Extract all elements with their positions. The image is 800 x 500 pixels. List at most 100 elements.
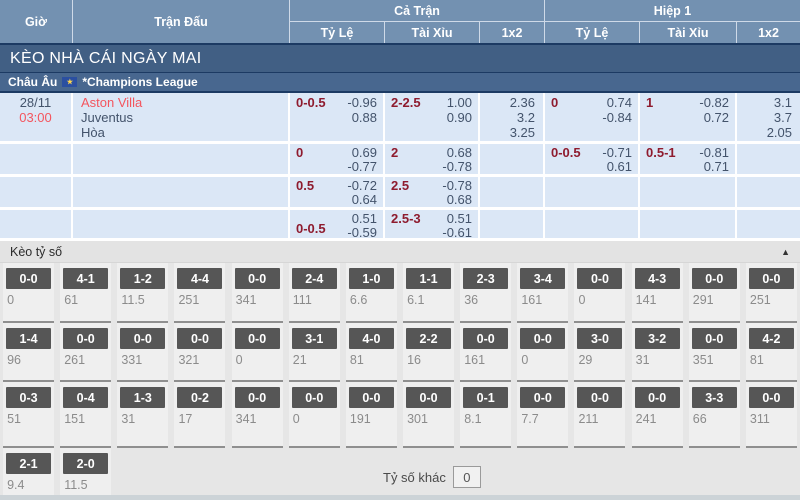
score-button[interactable]: 0-0	[748, 268, 794, 289]
score-button[interactable]: 0-0	[120, 328, 166, 349]
empty-cell	[73, 144, 288, 174]
odds-bottom: 0.61	[606, 159, 632, 174]
collapse-arrow-icon[interactable]: ▲	[781, 246, 790, 257]
score-column: 0-0 341	[229, 263, 286, 321]
score-odds-value: 51	[7, 412, 21, 426]
score-button[interactable]: 0-0	[634, 387, 680, 408]
score-row: 0-0 0 4-1 61 1-2 11.5 4-4 251 0-0 341 2-4 111 1-0 6.6…	[0, 263, 800, 321]
score-button[interactable]: 4-3	[634, 268, 680, 289]
separator-line	[688, 446, 740, 448]
h1-handicap-cell[interactable]: 0 0.74 -0.84	[545, 93, 638, 141]
score-button[interactable]: 0-0	[463, 328, 509, 349]
odds-top: -0.78	[442, 178, 472, 193]
ft-overunder-cell[interactable]: 2.5-3 0.51 -0.61	[385, 210, 478, 238]
other-score-box[interactable]: 0	[452, 466, 481, 488]
ft-handicap-cell[interactable]: 0.5 -0.72 0.64	[290, 177, 383, 207]
score-button[interactable]: 0-0	[406, 387, 452, 408]
score-column: 0-0 161	[457, 321, 514, 382]
score-button[interactable]: 3-1	[291, 328, 337, 349]
score-button[interactable]: 0-0	[577, 387, 623, 408]
score-button[interactable]: 0-0	[63, 328, 109, 349]
score-button[interactable]: 0-0	[520, 387, 566, 408]
league-row[interactable]: Châu Âu ★ *Champions League	[0, 72, 800, 93]
score-button[interactable]: 3-0	[577, 328, 623, 349]
odds-top: -0.96	[347, 95, 377, 110]
score-button[interactable]: 0-3	[6, 387, 52, 408]
score-button[interactable]: 0-0	[234, 328, 280, 349]
h1-overunder-cell[interactable]: 0.5-1 -0.81 0.71	[640, 144, 735, 174]
score-button[interactable]: 3-4	[520, 268, 566, 289]
separator-line	[574, 446, 626, 448]
score-button[interactable]: 0-0	[691, 328, 737, 349]
empty-cell	[737, 210, 800, 238]
score-button[interactable]: 0-0	[177, 328, 223, 349]
score-cell: 3-4 161	[517, 263, 569, 321]
score-button[interactable]: 2-1	[6, 453, 52, 474]
score-cell: 0-0 241	[631, 380, 683, 448]
score-button[interactable]: 2-3	[463, 268, 509, 289]
score-button[interactable]: 2-2	[406, 328, 452, 349]
score-cell: 2-3 36	[460, 263, 512, 321]
score-button[interactable]: 0-0	[291, 387, 337, 408]
handicap-label: 0-0.5	[296, 95, 326, 110]
score-button[interactable]: 0-4	[63, 387, 109, 408]
score-button[interactable]: 4-0	[348, 328, 394, 349]
score-row: 2-1 9.4 2-0 11.5	[0, 446, 800, 500]
score-button[interactable]: 1-2	[120, 268, 166, 289]
score-cell: 0-0 0	[574, 263, 626, 321]
score-button[interactable]: 4-1	[63, 268, 109, 289]
score-cell: 0-4 151	[60, 380, 112, 448]
score-button[interactable]: 2-4	[291, 268, 337, 289]
score-odds-value: 0	[521, 353, 529, 367]
score-cell: 0-0 161	[460, 321, 512, 382]
score-column: 0-2 17	[171, 380, 228, 448]
match-teams-cell: Aston Villa Juventus Hòa	[73, 93, 288, 141]
score-cell: 3-0 29	[574, 321, 626, 382]
score-button[interactable]: 1-4	[6, 328, 52, 349]
score-button[interactable]: 2-0	[63, 453, 109, 474]
score-column: 1-1 6.1	[400, 263, 457, 321]
score-cell: 3-3 66	[688, 380, 740, 448]
score-button[interactable]: 3-3	[691, 387, 737, 408]
handicap-label: 0-0.5	[551, 145, 581, 160]
h1-1x2-cell[interactable]: 3.1 3.7 2.05	[737, 93, 800, 141]
score-button[interactable]: 4-2	[748, 328, 794, 349]
score-button[interactable]: 0-2	[177, 387, 223, 408]
score-button[interactable]: 3-2	[634, 328, 680, 349]
odds-bottom: -0.59	[347, 225, 377, 239]
score-button[interactable]: 0-0	[6, 268, 52, 289]
score-button[interactable]: 0-1	[463, 387, 509, 408]
ft-handicap-cell[interactable]: 0 0.69 -0.77	[290, 144, 383, 174]
separator-line	[231, 446, 283, 448]
score-odds-value: 31	[635, 353, 650, 367]
score-column: 0-0 7.7	[514, 380, 571, 448]
h1-handicap-cell[interactable]: 0-0.5 -0.71 0.61	[545, 144, 638, 174]
column-header-ft-odds: Tỷ Lệ	[290, 22, 384, 43]
ft-overunder-cell[interactable]: 2 0.68 -0.78	[385, 144, 478, 174]
h1-overunder-cell[interactable]: 1 -0.82 0.72	[640, 93, 735, 141]
ft-overunder-cell[interactable]: 2-2.5 1.00 0.90	[385, 93, 478, 141]
score-column: 0-4 151	[57, 380, 114, 448]
ft-1x2-cell[interactable]: 2.36 3.2 3.25	[480, 93, 543, 141]
score-button[interactable]: 4-4	[177, 268, 223, 289]
score-button[interactable]: 0-0	[234, 268, 280, 289]
ft-overunder-cell[interactable]: 2.5 -0.78 0.68	[385, 177, 478, 207]
score-button[interactable]: 1-1	[406, 268, 452, 289]
ft-handicap-cell[interactable]: 0-0.5 -0.96 0.88	[290, 93, 383, 141]
score-button[interactable]: 0-0	[748, 387, 794, 408]
ft-handicap-cell[interactable]: 0-0.5 0.51 -0.59	[290, 210, 383, 238]
score-odds-value: 161	[464, 353, 486, 367]
score-button[interactable]: 1-3	[120, 387, 166, 408]
score-button[interactable]: 0-0	[691, 268, 737, 289]
league-region: Châu Âu	[8, 75, 58, 89]
empty-cell	[737, 177, 800, 207]
score-column: 0-1 8.1	[457, 380, 514, 448]
score-button[interactable]: 0-0	[520, 328, 566, 349]
score-button[interactable]: 0-0	[348, 387, 394, 408]
column-group-full-time: Cả Trận	[290, 0, 544, 21]
score-button[interactable]: 1-0	[348, 268, 394, 289]
score-button[interactable]: 0-0	[577, 268, 623, 289]
score-button[interactable]: 0-0	[234, 387, 280, 408]
score-column	[114, 446, 171, 500]
score-column: 0-0 251	[743, 263, 800, 321]
